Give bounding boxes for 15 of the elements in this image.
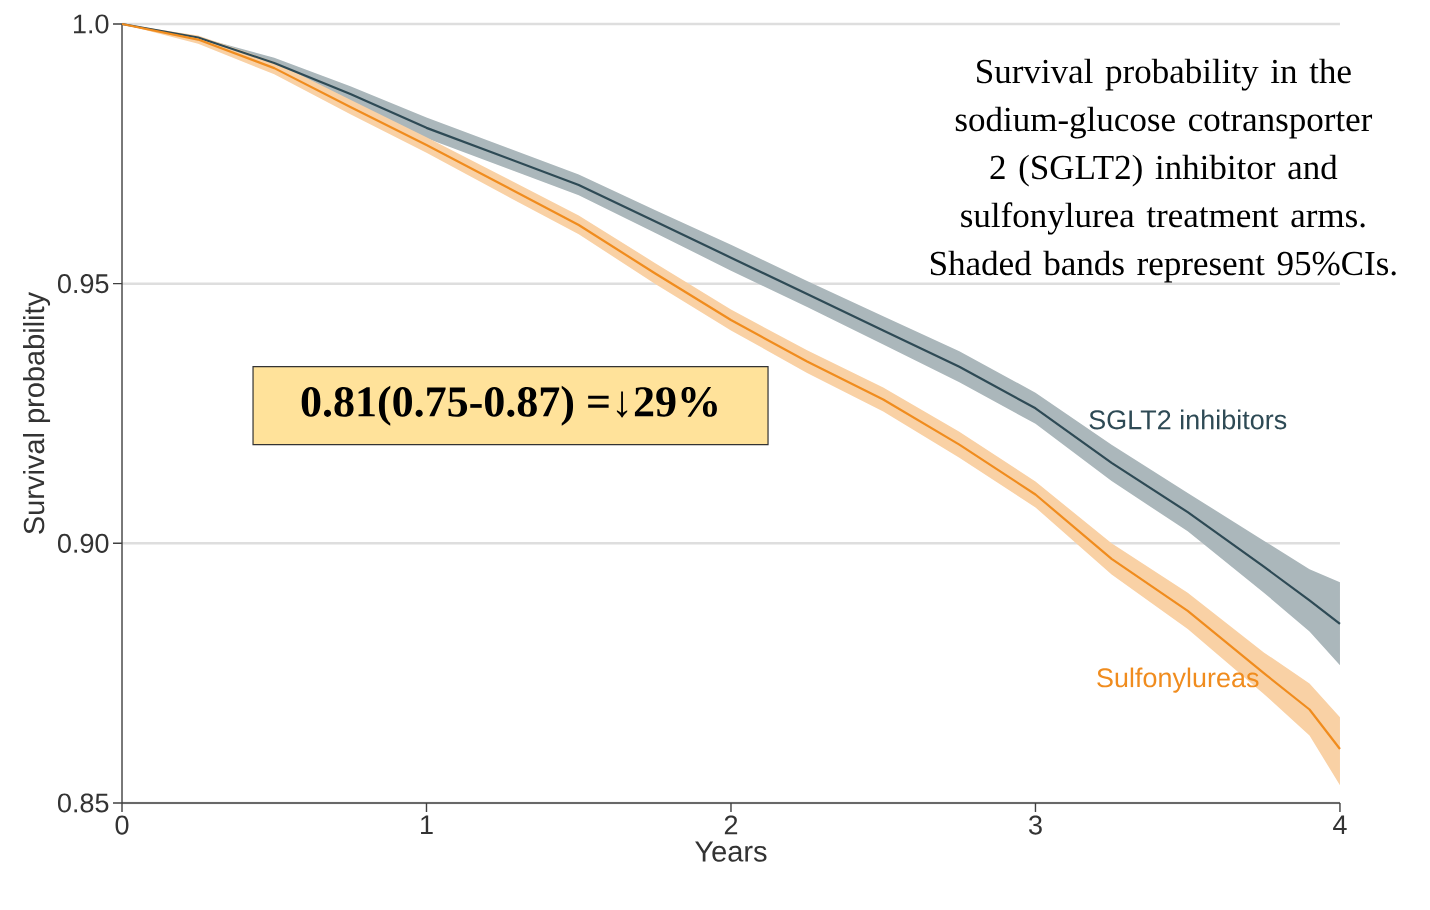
annotation: 0.81(0.75-0.87) =↓29%	[301, 385, 717, 426]
x-axis-title: Years	[695, 841, 767, 862]
y-tick-label: 0.95	[57, 274, 109, 294]
x-tick-label: 2	[724, 815, 738, 835]
x-tick-label: 3	[1029, 815, 1042, 835]
y-tick-label: 1.0	[74, 14, 109, 34]
x-tick-label: 1	[421, 815, 433, 835]
x-tick-label: 4	[1333, 815, 1347, 835]
series-label: SGLT2 inhibitors	[1089, 409, 1287, 430]
x-tick-label: 0	[115, 815, 129, 835]
y-tick-label: 0.85	[57, 793, 109, 813]
y-tick-label: 0.90	[57, 533, 109, 553]
y-axis-title: Survival probability	[23, 291, 51, 534]
series-label: Sulfonylureas	[1097, 667, 1259, 693]
annotation: Survival probability in the sodium-glucose cotransporter 2 (SGLT2) inhibitor and sulfonylurea treatment arms. Shaded bands represent 95%CIs.	[930, 58, 1396, 283]
